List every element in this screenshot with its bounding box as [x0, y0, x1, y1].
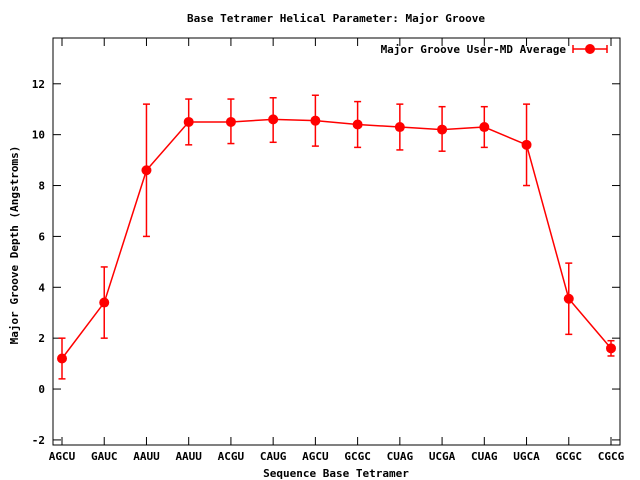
legend-marker — [585, 44, 595, 54]
series-line — [61, 118, 612, 359]
data-point — [225, 116, 236, 127]
x-tick-label: UGCA — [513, 450, 540, 463]
data-point — [394, 122, 405, 133]
data-point — [268, 114, 279, 125]
x-tick-label: AAUU — [175, 450, 202, 463]
x-axis-ticks: AGCU GAUC AAUU AAUU ACGU CAUG AGCU GCGC CUAG UCGA… — [49, 38, 625, 463]
data-point — [352, 119, 363, 130]
series-layer — [57, 94, 616, 380]
x-tick-label: GCGC — [556, 450, 583, 463]
x-tick-label: CUAG — [387, 450, 414, 463]
x-tick-label: ACGU — [218, 450, 245, 463]
data-point — [57, 353, 67, 364]
x-axis-label: Sequence Base Tetramer — [263, 467, 409, 480]
chart-title: Base Tetramer Helical Parameter: Major G… — [187, 12, 485, 25]
x-tick-label: AGCU — [49, 450, 76, 463]
y-tick-label: 12 — [32, 78, 45, 91]
y-tick-label: 10 — [32, 129, 45, 142]
y-axis-label: Major Groove Depth (Angstroms) — [8, 146, 21, 345]
y-tick-label: 4 — [38, 281, 45, 294]
data-point — [99, 297, 110, 308]
data-point — [563, 293, 574, 304]
y-axis-ticks: -2 0 2 4 6 8 10 12 — [32, 78, 620, 447]
legend-label: Major Groove User-MD Average — [381, 43, 567, 56]
y-tick-label: -2 — [32, 434, 45, 447]
plot-frame — [52, 37, 621, 446]
data-point — [183, 116, 194, 127]
y-tick-label: 8 — [38, 180, 45, 193]
x-tick-label: GAUC — [91, 450, 118, 463]
y-tick-label: 6 — [38, 230, 45, 243]
y-tick-label: 2 — [38, 332, 45, 345]
data-point — [437, 124, 448, 135]
x-tick-label: CUAG — [471, 450, 498, 463]
data-point — [479, 122, 490, 133]
legend: Major Groove User-MD Average — [381, 43, 608, 56]
x-tick-label: AGCU — [302, 450, 329, 463]
x-tick-label: CGCG — [598, 450, 625, 463]
data-point — [310, 115, 321, 126]
y-tick-label: 0 — [38, 383, 45, 396]
x-tick-label: UCGA — [429, 450, 456, 463]
x-tick-label: GCGC — [344, 450, 371, 463]
data-point — [606, 343, 616, 354]
data-point — [521, 139, 532, 150]
data-point — [141, 165, 152, 176]
x-tick-label: AAUU — [133, 450, 160, 463]
x-tick-label: CAUG — [260, 450, 287, 463]
